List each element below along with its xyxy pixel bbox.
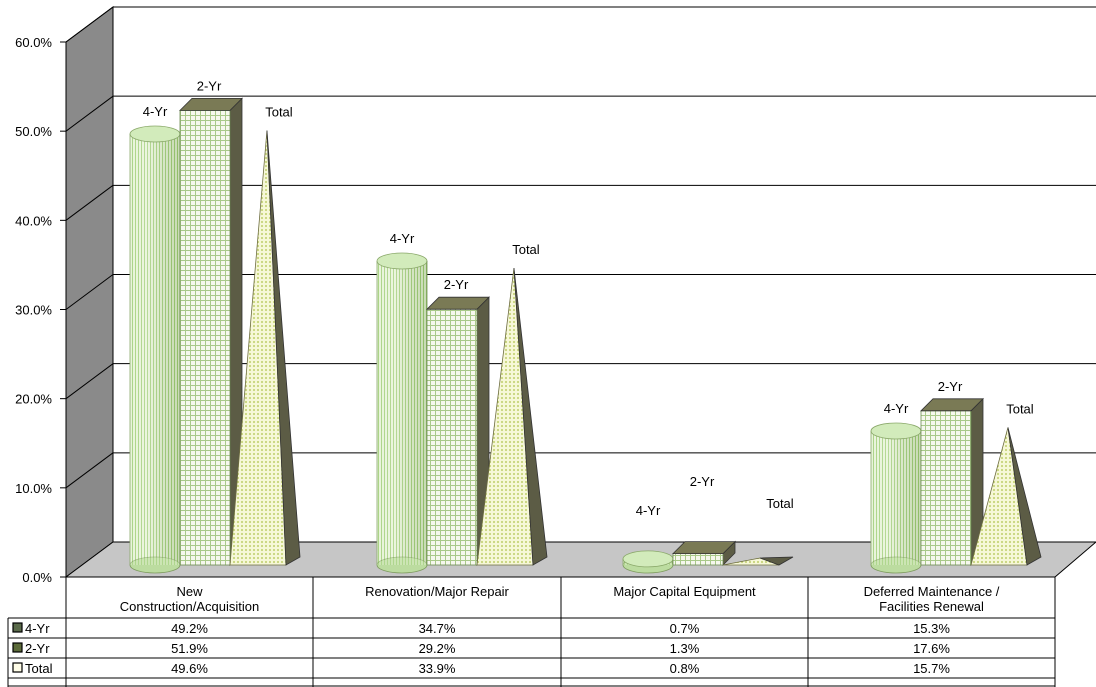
y-tick-label: 30.0% (15, 303, 52, 318)
series-label: Total (766, 496, 794, 511)
bar-side (513, 267, 548, 566)
table-cell: 33.9% (419, 661, 456, 676)
bar-2-Yr (920, 397, 984, 566)
bar-side (759, 556, 794, 566)
series-label: 2-Yr (197, 78, 222, 93)
legend-key (12, 662, 23, 673)
series-label: 2-Yr (938, 379, 963, 394)
bar-top (179, 97, 243, 111)
category-label: Deferred Maintenance / Facilities Renewal (864, 584, 1000, 614)
table-cell: 29.2% (419, 641, 456, 656)
series-label: 4-Yr (636, 503, 661, 518)
bar-4-Yr (622, 550, 674, 574)
table-cell: 15.7% (913, 661, 950, 676)
legend-label: 2-Yr (25, 641, 50, 656)
gridline-side (65, 274, 114, 310)
series-label: 4-Yr (143, 104, 168, 119)
bar-front (179, 109, 231, 566)
bar-Total (970, 427, 1042, 566)
table-cell: 15.3% (913, 621, 950, 636)
series-label: 4-Yr (884, 401, 909, 416)
table-cell: 34.7% (419, 621, 456, 636)
table-cell: 51.9% (171, 641, 208, 656)
bar-2-Yr (672, 540, 736, 566)
bar-labels: 4-Yr 4-Yr 4-Yr 4-Yr 2-Yr 2-Yr 2-Yr 2-Yr Total Tot… (143, 78, 1034, 518)
bar-top (672, 541, 736, 555)
bar-Total (476, 267, 548, 566)
bar-top (870, 422, 922, 440)
table-cell: 0.7% (670, 621, 700, 636)
legend-key (12, 642, 23, 653)
table-cell: 49.2% (171, 621, 208, 636)
y-tick-label: 40.0% (15, 213, 52, 228)
bar-front (920, 410, 972, 566)
bar-2-Yr (426, 296, 490, 566)
series-label: Total (1006, 401, 1034, 416)
legend-label: Total (25, 661, 53, 676)
y-tick-label: 10.0% (15, 481, 52, 496)
data-table: New Construction/Acquisition Renovation/Ma… (7, 577, 1056, 687)
bar-body-overlay (377, 261, 427, 565)
table-cell: 0.8% (670, 661, 700, 676)
category-label: Major Capital Equipment (613, 584, 756, 599)
table-cell: 49.6% (171, 661, 208, 676)
bar-top (920, 398, 984, 412)
bar-top (426, 296, 490, 310)
y-tick-label: 20.0% (15, 392, 52, 407)
bar-side (1007, 427, 1042, 566)
bar-top (376, 252, 428, 270)
bar-top (129, 125, 181, 143)
bar-4-Yr (129, 125, 181, 574)
series-label: 2-Yr (690, 474, 715, 489)
legend-key (12, 622, 23, 633)
gridline-side (65, 184, 114, 221)
gridline-side (65, 452, 114, 489)
series-label: 4-Yr (390, 231, 415, 246)
category-label: Renovation/Major Repair (365, 584, 509, 599)
gridline-side (65, 6, 114, 43)
bar-front (426, 308, 478, 566)
bar-front (672, 553, 724, 566)
bar-4-Yr (376, 252, 428, 574)
bar-2-Yr (179, 97, 243, 566)
bars (129, 97, 1042, 574)
bar-Total (722, 556, 794, 566)
y-axis: 0.0% 10.0% 20.0% 30.0% 40.0% 50.0% 60.0% (15, 35, 67, 585)
gridline-side (65, 95, 114, 132)
series-label: 2-Yr (444, 277, 469, 292)
table-cell: 17.6% (913, 641, 950, 656)
bar-side (266, 130, 301, 566)
bar-Total (229, 130, 301, 566)
bar-top (622, 550, 674, 568)
bar-body-overlay (871, 430, 921, 565)
series-label: Total (512, 242, 540, 257)
floor (64, 541, 1096, 578)
gridline-side (65, 363, 114, 400)
table-cell: 1.3% (670, 641, 700, 656)
series-label: Total (265, 104, 293, 119)
bar-4-Yr (870, 422, 922, 574)
category-label: New Construction/Acquisition (120, 584, 259, 614)
y-tick-label: 50.0% (15, 124, 52, 139)
y-tick-label: 0.0% (22, 570, 52, 585)
bar-body-overlay (130, 134, 180, 565)
legend-label: 4-Yr (25, 621, 50, 636)
y-tick-label: 60.0% (15, 35, 52, 50)
